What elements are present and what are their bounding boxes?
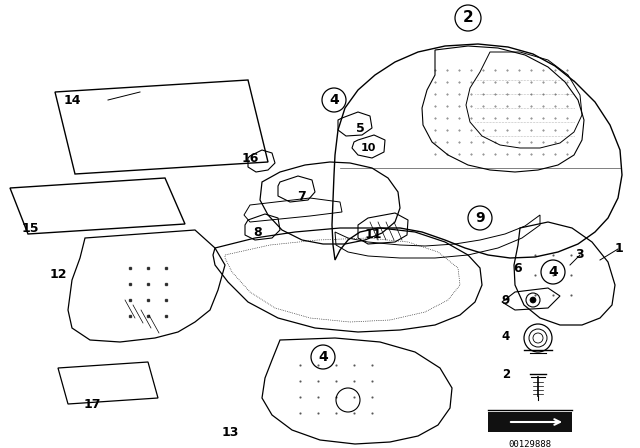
Text: 9: 9 [475,211,485,225]
Text: 8: 8 [253,225,262,238]
Text: 7: 7 [298,190,307,202]
Circle shape [530,297,536,303]
Text: 16: 16 [241,151,259,164]
Text: 4: 4 [502,331,510,344]
Text: 4: 4 [318,350,328,364]
Text: 2: 2 [502,367,510,380]
Text: 4: 4 [329,93,339,107]
Text: 00129888: 00129888 [509,440,552,448]
Text: 15: 15 [21,221,39,234]
Text: 2: 2 [463,10,474,26]
Text: 3: 3 [576,249,584,262]
Text: 13: 13 [221,426,239,439]
Text: 14: 14 [63,94,81,107]
Text: 5: 5 [356,121,364,134]
Text: 6: 6 [514,262,522,275]
Polygon shape [488,412,572,432]
Text: 1: 1 [614,242,623,255]
Text: 9: 9 [502,293,510,306]
Text: 12: 12 [49,268,67,281]
Text: 11: 11 [364,228,381,241]
Text: 10: 10 [360,143,376,153]
Text: 17: 17 [83,397,100,410]
Text: 4: 4 [548,265,558,279]
